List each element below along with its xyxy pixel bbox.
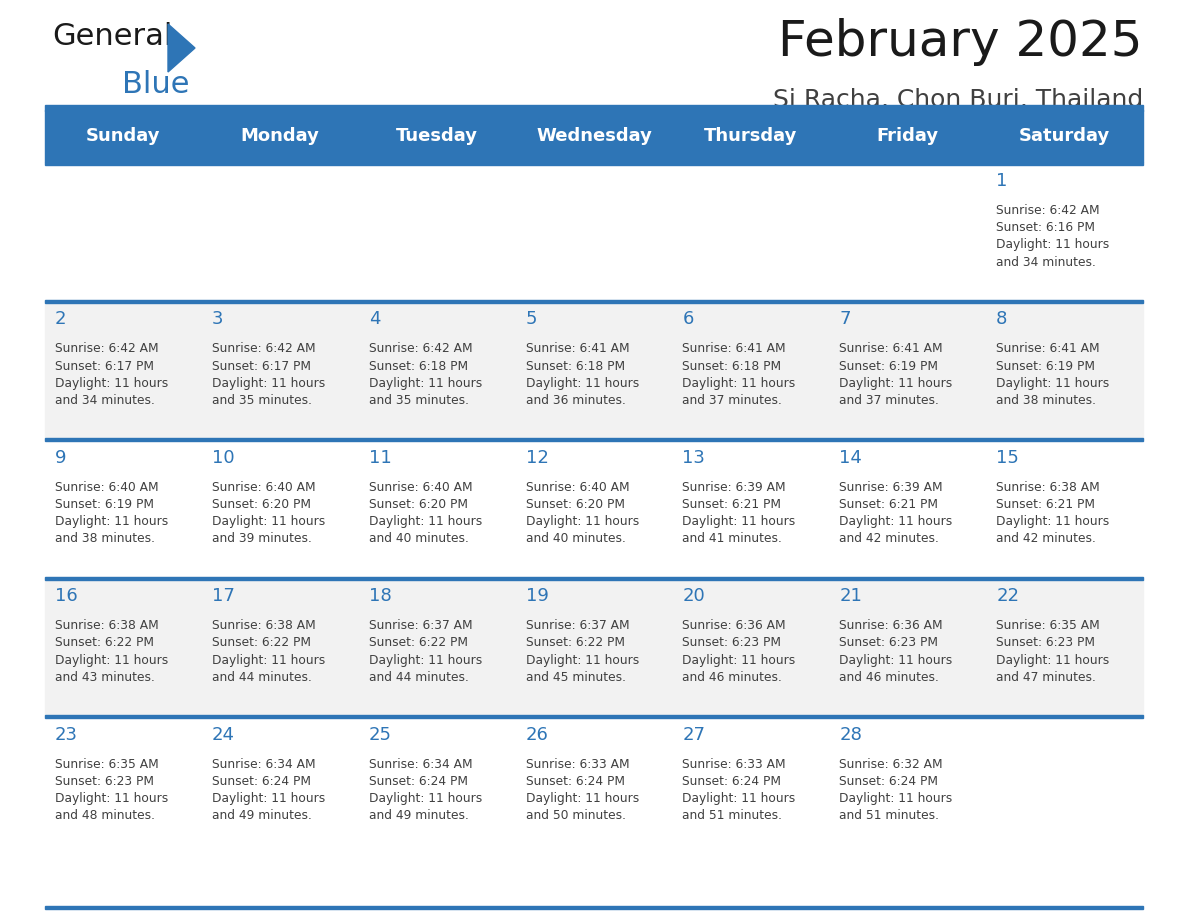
- Text: Sunrise: 6:38 AM
Sunset: 6:22 PM
Daylight: 11 hours
and 43 minutes.: Sunrise: 6:38 AM Sunset: 6:22 PM Dayligh…: [55, 620, 169, 684]
- Text: Sunrise: 6:39 AM
Sunset: 6:21 PM
Daylight: 11 hours
and 41 minutes.: Sunrise: 6:39 AM Sunset: 6:21 PM Dayligh…: [682, 481, 796, 545]
- Text: Sunrise: 6:40 AM
Sunset: 6:20 PM
Daylight: 11 hours
and 39 minutes.: Sunrise: 6:40 AM Sunset: 6:20 PM Dayligh…: [211, 481, 326, 545]
- Text: Sunrise: 6:34 AM
Sunset: 6:24 PM
Daylight: 11 hours
and 49 minutes.: Sunrise: 6:34 AM Sunset: 6:24 PM Dayligh…: [211, 757, 326, 823]
- Text: 21: 21: [839, 588, 862, 605]
- Bar: [45, 300, 1143, 303]
- Text: Sunrise: 6:41 AM
Sunset: 6:19 PM
Daylight: 11 hours
and 38 minutes.: Sunrise: 6:41 AM Sunset: 6:19 PM Dayligh…: [997, 342, 1110, 407]
- Text: Sunrise: 6:42 AM
Sunset: 6:18 PM
Daylight: 11 hours
and 35 minutes.: Sunrise: 6:42 AM Sunset: 6:18 PM Dayligh…: [368, 342, 482, 407]
- Polygon shape: [168, 24, 195, 72]
- Text: Sunrise: 6:40 AM
Sunset: 6:20 PM
Daylight: 11 hours
and 40 minutes.: Sunrise: 6:40 AM Sunset: 6:20 PM Dayligh…: [525, 481, 639, 545]
- Text: Sunrise: 6:40 AM
Sunset: 6:20 PM
Daylight: 11 hours
and 40 minutes.: Sunrise: 6:40 AM Sunset: 6:20 PM Dayligh…: [368, 481, 482, 545]
- Text: Friday: Friday: [877, 127, 939, 145]
- Text: Si Racha, Chon Buri, Thailand: Si Racha, Chon Buri, Thailand: [772, 88, 1143, 112]
- Text: 15: 15: [997, 449, 1019, 466]
- Text: Sunrise: 6:42 AM
Sunset: 6:16 PM
Daylight: 11 hours
and 34 minutes.: Sunrise: 6:42 AM Sunset: 6:16 PM Dayligh…: [997, 204, 1110, 269]
- Text: 12: 12: [525, 449, 549, 466]
- Bar: [45, 105, 1143, 110]
- Text: Sunrise: 6:35 AM
Sunset: 6:23 PM
Daylight: 11 hours
and 48 minutes.: Sunrise: 6:35 AM Sunset: 6:23 PM Dayligh…: [55, 757, 169, 823]
- Text: Blue: Blue: [122, 70, 190, 99]
- Bar: [45, 300, 1143, 439]
- Bar: [45, 439, 1143, 577]
- Text: Sunrise: 6:37 AM
Sunset: 6:22 PM
Daylight: 11 hours
and 44 minutes.: Sunrise: 6:37 AM Sunset: 6:22 PM Dayligh…: [368, 620, 482, 684]
- Bar: [45, 110, 1143, 162]
- Text: 20: 20: [682, 588, 706, 605]
- Text: 5: 5: [525, 310, 537, 329]
- Text: Sunrise: 6:38 AM
Sunset: 6:21 PM
Daylight: 11 hours
and 42 minutes.: Sunrise: 6:38 AM Sunset: 6:21 PM Dayligh…: [997, 481, 1110, 545]
- Bar: [45, 162, 1143, 164]
- Bar: [45, 905, 1143, 909]
- Text: Sunrise: 6:33 AM
Sunset: 6:24 PM
Daylight: 11 hours
and 51 minutes.: Sunrise: 6:33 AM Sunset: 6:24 PM Dayligh…: [682, 757, 796, 823]
- Bar: [45, 438, 1143, 442]
- Text: Sunrise: 6:41 AM
Sunset: 6:19 PM
Daylight: 11 hours
and 37 minutes.: Sunrise: 6:41 AM Sunset: 6:19 PM Dayligh…: [839, 342, 953, 407]
- Text: Saturday: Saturday: [1019, 127, 1111, 145]
- Text: Thursday: Thursday: [704, 127, 797, 145]
- Text: Sunrise: 6:32 AM
Sunset: 6:24 PM
Daylight: 11 hours
and 51 minutes.: Sunrise: 6:32 AM Sunset: 6:24 PM Dayligh…: [839, 757, 953, 823]
- Text: 16: 16: [55, 588, 77, 605]
- Bar: [45, 577, 1143, 579]
- Text: Sunrise: 6:34 AM
Sunset: 6:24 PM
Daylight: 11 hours
and 49 minutes.: Sunrise: 6:34 AM Sunset: 6:24 PM Dayligh…: [368, 757, 482, 823]
- Text: Sunrise: 6:38 AM
Sunset: 6:22 PM
Daylight: 11 hours
and 44 minutes.: Sunrise: 6:38 AM Sunset: 6:22 PM Dayligh…: [211, 620, 326, 684]
- Text: General: General: [52, 22, 172, 51]
- Text: Sunrise: 6:41 AM
Sunset: 6:18 PM
Daylight: 11 hours
and 37 minutes.: Sunrise: 6:41 AM Sunset: 6:18 PM Dayligh…: [682, 342, 796, 407]
- Text: Sunrise: 6:40 AM
Sunset: 6:19 PM
Daylight: 11 hours
and 38 minutes.: Sunrise: 6:40 AM Sunset: 6:19 PM Dayligh…: [55, 481, 169, 545]
- Text: 8: 8: [997, 310, 1007, 329]
- Text: 7: 7: [839, 310, 851, 329]
- Text: Sunday: Sunday: [87, 127, 160, 145]
- Text: 27: 27: [682, 725, 706, 744]
- Text: 13: 13: [682, 449, 706, 466]
- Text: 4: 4: [368, 310, 380, 329]
- Text: 10: 10: [211, 449, 234, 466]
- Text: 26: 26: [525, 725, 549, 744]
- Text: 24: 24: [211, 725, 235, 744]
- Text: Sunrise: 6:41 AM
Sunset: 6:18 PM
Daylight: 11 hours
and 36 minutes.: Sunrise: 6:41 AM Sunset: 6:18 PM Dayligh…: [525, 342, 639, 407]
- Text: 23: 23: [55, 725, 78, 744]
- Text: 17: 17: [211, 588, 235, 605]
- Bar: [45, 162, 1143, 300]
- Text: 11: 11: [368, 449, 392, 466]
- Text: 6: 6: [682, 310, 694, 329]
- Text: 25: 25: [368, 725, 392, 744]
- Bar: [45, 716, 1143, 854]
- Text: 1: 1: [997, 172, 1007, 190]
- Text: 28: 28: [839, 725, 862, 744]
- Text: Sunrise: 6:42 AM
Sunset: 6:17 PM
Daylight: 11 hours
and 34 minutes.: Sunrise: 6:42 AM Sunset: 6:17 PM Dayligh…: [55, 342, 169, 407]
- Bar: [45, 715, 1143, 718]
- Text: 9: 9: [55, 449, 67, 466]
- Text: Sunrise: 6:37 AM
Sunset: 6:22 PM
Daylight: 11 hours
and 45 minutes.: Sunrise: 6:37 AM Sunset: 6:22 PM Dayligh…: [525, 620, 639, 684]
- Text: 3: 3: [211, 310, 223, 329]
- Text: Wednesday: Wednesday: [536, 127, 652, 145]
- Text: 14: 14: [839, 449, 862, 466]
- Text: 18: 18: [368, 588, 392, 605]
- Text: Sunrise: 6:39 AM
Sunset: 6:21 PM
Daylight: 11 hours
and 42 minutes.: Sunrise: 6:39 AM Sunset: 6:21 PM Dayligh…: [839, 481, 953, 545]
- Text: Sunrise: 6:42 AM
Sunset: 6:17 PM
Daylight: 11 hours
and 35 minutes.: Sunrise: 6:42 AM Sunset: 6:17 PM Dayligh…: [211, 342, 326, 407]
- Bar: [45, 577, 1143, 716]
- Text: 22: 22: [997, 588, 1019, 605]
- Text: Sunrise: 6:35 AM
Sunset: 6:23 PM
Daylight: 11 hours
and 47 minutes.: Sunrise: 6:35 AM Sunset: 6:23 PM Dayligh…: [997, 620, 1110, 684]
- Text: Sunrise: 6:33 AM
Sunset: 6:24 PM
Daylight: 11 hours
and 50 minutes.: Sunrise: 6:33 AM Sunset: 6:24 PM Dayligh…: [525, 757, 639, 823]
- Text: Sunrise: 6:36 AM
Sunset: 6:23 PM
Daylight: 11 hours
and 46 minutes.: Sunrise: 6:36 AM Sunset: 6:23 PM Dayligh…: [839, 620, 953, 684]
- Text: Sunrise: 6:36 AM
Sunset: 6:23 PM
Daylight: 11 hours
and 46 minutes.: Sunrise: 6:36 AM Sunset: 6:23 PM Dayligh…: [682, 620, 796, 684]
- Text: Tuesday: Tuesday: [396, 127, 478, 145]
- Text: February 2025: February 2025: [778, 18, 1143, 66]
- Text: 19: 19: [525, 588, 549, 605]
- Text: Monday: Monday: [241, 127, 320, 145]
- Text: 2: 2: [55, 310, 67, 329]
